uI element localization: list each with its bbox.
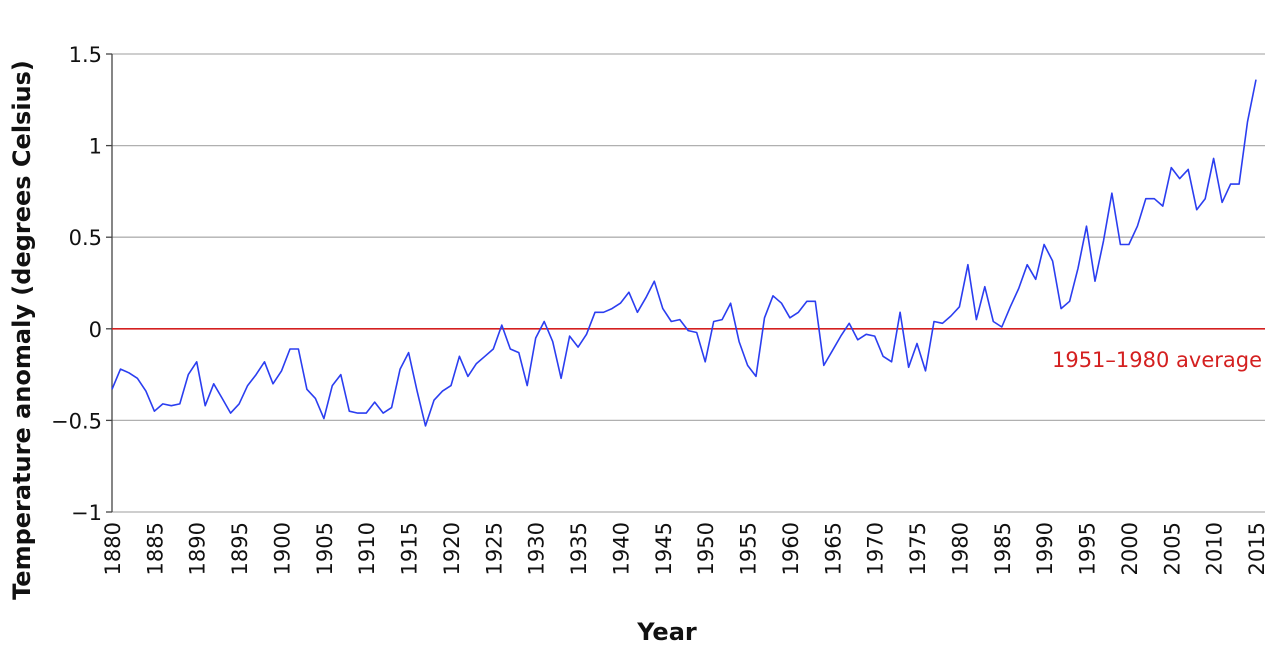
x-tick-label: 2015 xyxy=(1245,522,1269,575)
x-tick-label: 1940 xyxy=(609,522,633,575)
x-tick-label: 1955 xyxy=(737,522,761,575)
x-tick-label: 1910 xyxy=(355,522,379,575)
x-tick-label: 1905 xyxy=(313,522,337,575)
x-tick-label: 1975 xyxy=(906,522,930,575)
x-tick-label: 2010 xyxy=(1203,522,1227,575)
y-tick-label: 0 xyxy=(89,318,102,342)
x-tick-label: 1965 xyxy=(821,522,845,575)
x-tick-label: 1980 xyxy=(948,522,972,575)
x-tick-label: 1900 xyxy=(270,522,294,575)
y-tick-label: 1.5 xyxy=(69,43,102,67)
x-tick-label: 1915 xyxy=(398,522,422,575)
x-tick-label: 1880 xyxy=(101,522,125,575)
y-axis-title: Temperature anomaly (degrees Celsius) xyxy=(8,60,36,600)
reference-label: 1951–1980 average xyxy=(1052,348,1262,372)
y-tick-label: −0.5 xyxy=(51,409,102,433)
x-axis-title: Year xyxy=(636,618,697,646)
x-tick-label: 1885 xyxy=(143,522,167,575)
x-tick-label: 1990 xyxy=(1033,522,1057,575)
x-tick-label: 1895 xyxy=(228,522,252,575)
x-tick-label: 1985 xyxy=(991,522,1015,575)
x-tick-label: 1930 xyxy=(525,522,549,575)
x-tick-label: 1920 xyxy=(440,522,464,575)
y-tick-label: 0.5 xyxy=(69,226,102,250)
x-tick-label: 2000 xyxy=(1118,522,1142,575)
x-tick-label: 1960 xyxy=(779,522,803,575)
y-tick-label: −1 xyxy=(71,501,102,525)
x-tick-label: 1945 xyxy=(652,522,676,575)
x-tick-label: 1950 xyxy=(694,522,718,575)
x-tick-label: 1890 xyxy=(186,522,210,575)
x-tick-label: 2005 xyxy=(1160,522,1184,575)
x-tick-label: 1995 xyxy=(1076,522,1100,575)
x-tick-label: 1925 xyxy=(482,522,506,575)
y-tick-label: 1 xyxy=(89,135,102,159)
x-tick-label: 1935 xyxy=(567,522,591,575)
x-tick-label: 1970 xyxy=(864,522,888,575)
data-line xyxy=(111,79,1257,427)
